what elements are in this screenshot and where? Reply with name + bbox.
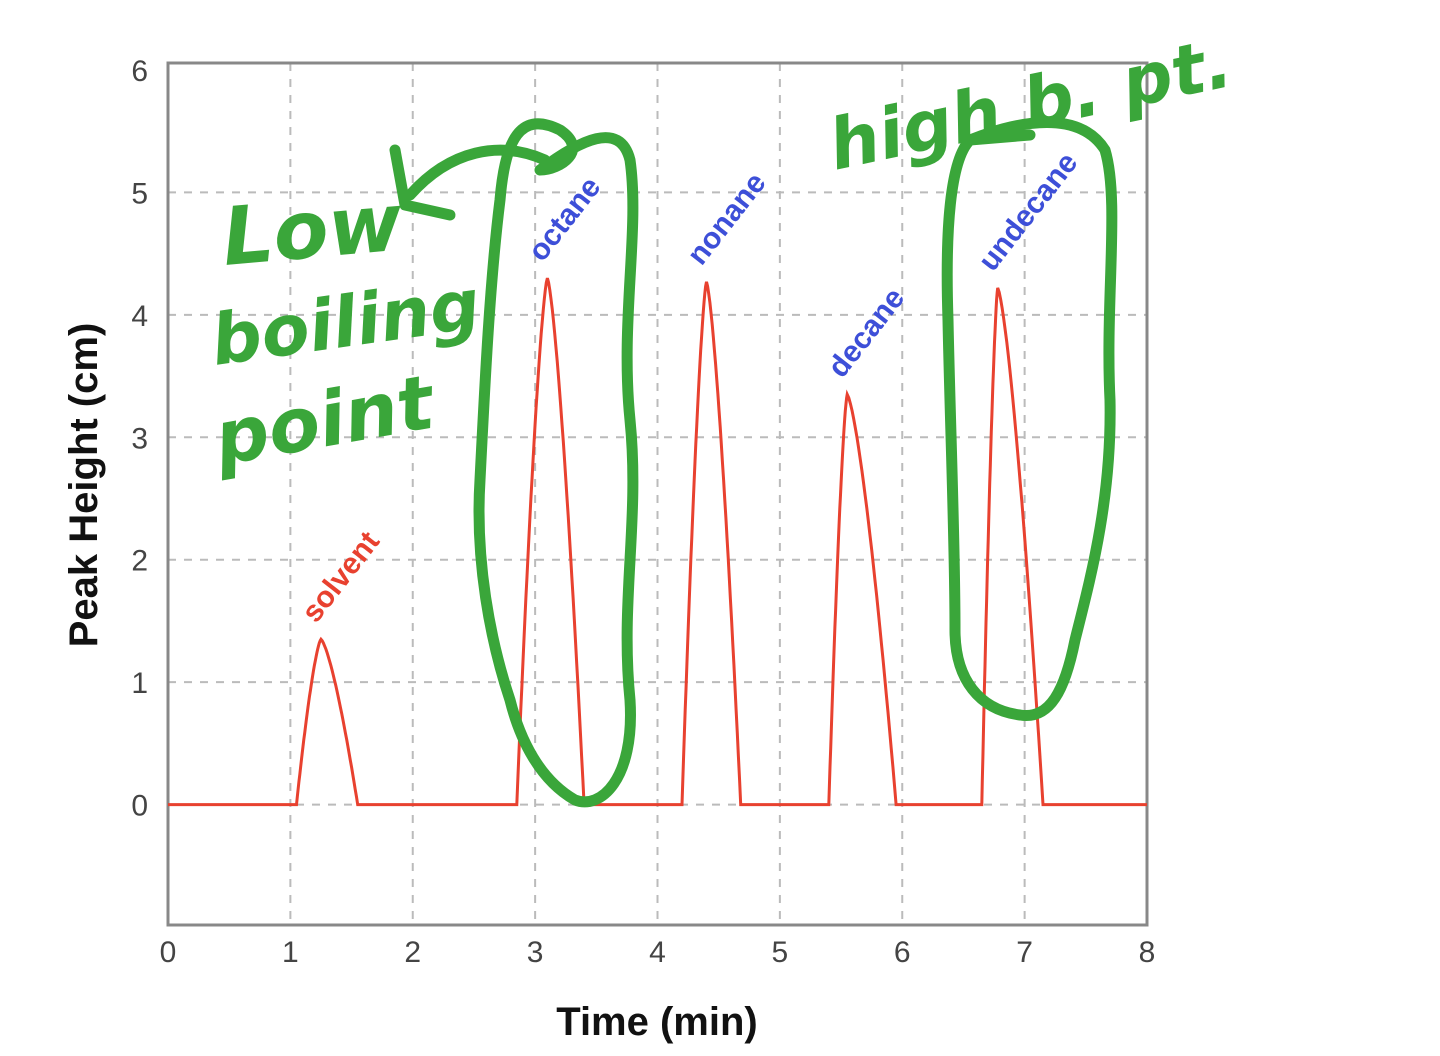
x-tick-label: 2 (404, 936, 421, 969)
peak-label-solvent: solvent (295, 526, 386, 629)
high-bp-circle (941, 117, 1118, 721)
x-tick-label: 4 (649, 936, 666, 969)
grid (168, 63, 1147, 925)
annotation-low: Low (219, 176, 407, 284)
y-tick-label: 1 (131, 667, 148, 700)
annotation-high-bp: high b. pt. (821, 21, 1238, 186)
x-axis-label: Time (min) (556, 1000, 758, 1044)
low-bp-circle (473, 118, 639, 808)
peak-label-octane: octane (522, 171, 608, 268)
handwritten-text: Low boiling point high b. pt. (206, 21, 1239, 483)
peak-label-nonane: nonane (681, 167, 773, 271)
handwritten-annotations (389, 117, 1118, 808)
arrow-shaft (404, 144, 551, 201)
peak-label-decane: decane (822, 282, 912, 384)
y-tick-label: 5 (131, 177, 148, 210)
x-ticks: 0 1 2 3 4 5 6 7 8 (160, 936, 1156, 969)
plot-frame (166, 61, 1149, 927)
y-tick-label: 4 (131, 300, 148, 333)
y-tick-label: 3 (131, 422, 148, 455)
y-tick-label: 6 (131, 55, 148, 88)
arrow-head (389, 144, 456, 221)
x-tick-label: 1 (282, 936, 299, 969)
y-axis-label: Peak Height (cm) (62, 323, 106, 648)
x-tick-label: 8 (1139, 936, 1156, 969)
x-tick-label: 6 (894, 936, 911, 969)
chromatogram-trace (168, 277, 1147, 807)
y-tick-label: 0 (131, 790, 148, 823)
y-ticks: 0 1 2 3 4 5 6 (131, 55, 148, 823)
x-tick-label: 5 (772, 936, 789, 969)
x-tick-label: 7 (1016, 936, 1033, 969)
x-tick-label: 3 (527, 936, 544, 969)
x-tick-label: 0 (160, 936, 177, 969)
peak-label-undecane: undecane (972, 147, 1084, 278)
y-tick-label: 2 (131, 545, 148, 578)
